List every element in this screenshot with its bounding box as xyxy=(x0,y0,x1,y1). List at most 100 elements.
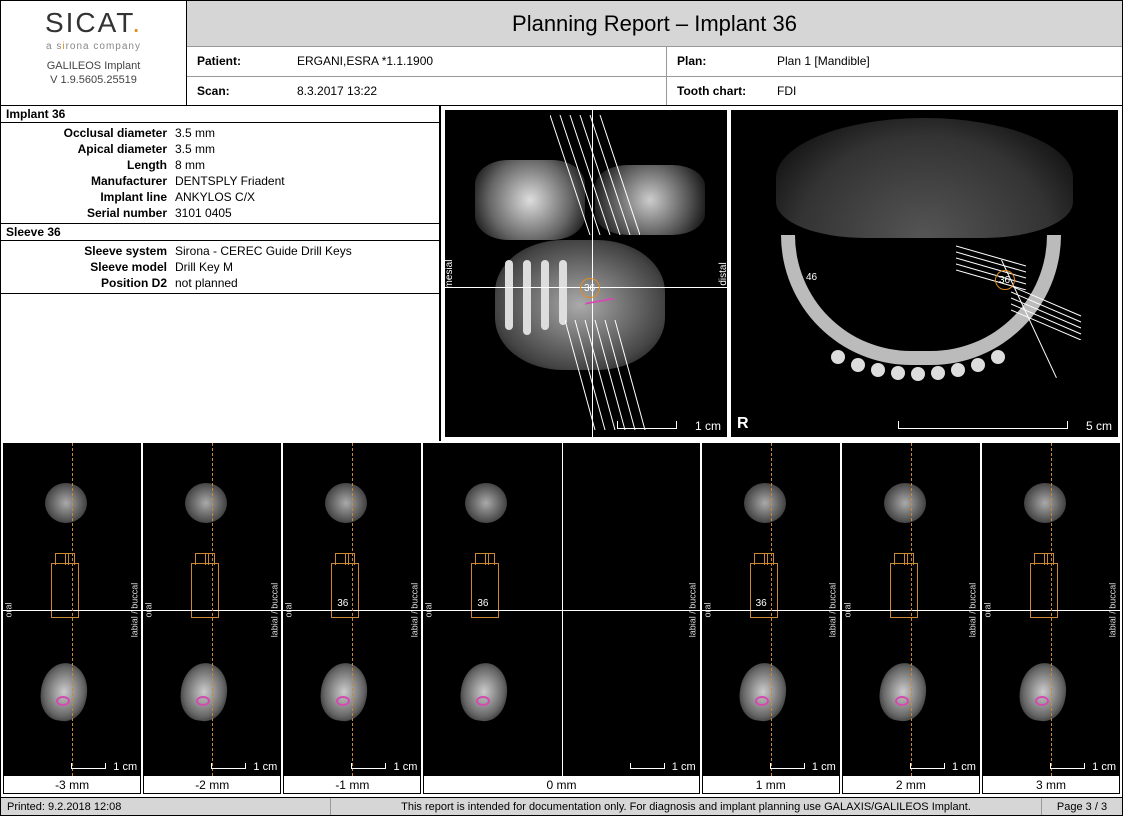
spec-key: Serial number xyxy=(1,205,171,221)
plan-label: Plan: xyxy=(677,54,777,68)
spec-val: ANKYLOS C/X xyxy=(171,189,439,205)
slice-oral-label: oral xyxy=(982,602,992,617)
implant-section: Implant 36 Occlusal diameter3.5 mmApical… xyxy=(1,106,439,224)
slice-panel: orallabial / buccal1 cm xyxy=(842,443,980,776)
slice-scale: 1 cm xyxy=(253,761,277,773)
ct1-mesial-label: mesial xyxy=(445,259,455,288)
sleeve-section: Sleeve 36 Sleeve systemSirona - CEREC Gu… xyxy=(1,224,439,294)
slice-buccal-label: labial / buccal xyxy=(968,582,978,637)
spec-key: Position D2 xyxy=(1,275,171,291)
patient-row: Patient: ERGANI,ESRA *1.1.1900 xyxy=(187,47,666,77)
slice-position-label: 3 mm xyxy=(982,776,1120,794)
slice-position-label: 0 mm xyxy=(423,776,699,794)
spec-val: 3.5 mm xyxy=(171,125,439,141)
slice-implant-label: 36 xyxy=(337,598,348,609)
spec-row: Apical diameter3.5 mm xyxy=(1,141,439,157)
slice-column: oral labial / buccal 1 cm -2 mm xyxy=(143,443,281,794)
slice-column: oral labial / buccal 1 cm -3 mm xyxy=(3,443,141,794)
spec-key: Manufacturer xyxy=(1,173,171,189)
report-footer: Printed: 9.2.2018 12:08 This report is i… xyxy=(1,797,1122,815)
slice-position-label: -1 mm xyxy=(283,776,421,794)
spec-val: DENTSPLY Friadent xyxy=(171,173,439,189)
slice-implant-label: 36 xyxy=(477,598,488,609)
spec-row: Serial number3101 0405 xyxy=(1,205,439,221)
patient-value: ERGANI,ESRA *1.1.1900 xyxy=(297,54,433,68)
spec-val: Sirona - CEREC Guide Drill Keys xyxy=(171,243,439,259)
ct2-marker-36: 36 xyxy=(999,275,1010,286)
slice-scale: 1 cm xyxy=(394,761,418,773)
scan-row: Scan: 8.3.2017 13:22 xyxy=(187,77,666,106)
spec-val: 8 mm xyxy=(171,157,439,173)
slice-buccal-label: labial / buccal xyxy=(269,582,279,637)
ct2-r-marker: R xyxy=(737,415,749,433)
slice-oral-label: oral xyxy=(424,602,434,617)
spec-val: 3.5 mm xyxy=(171,141,439,157)
spec-row: Occlusal diameter3.5 mm xyxy=(1,125,439,141)
spec-key: Apical diameter xyxy=(1,141,171,157)
scan-value: 8.3.2017 13:22 xyxy=(297,84,377,98)
slice-position-label: -3 mm xyxy=(3,776,141,794)
plan-row: Plan: Plan 1 [Mandible] xyxy=(667,47,1122,77)
slice-panel: oral labial / buccal 1 cm xyxy=(143,443,281,776)
spec-key: Sleeve system xyxy=(1,243,171,259)
tooth-row: Tooth chart: FDI xyxy=(667,77,1122,106)
footer-printed: Printed: 9.2.2018 12:08 xyxy=(1,798,331,815)
spec-row: Implant lineANKYLOS C/X xyxy=(1,189,439,205)
slice-buccal-label: labial / buccal xyxy=(129,582,139,637)
sleeve-section-title: Sleeve 36 xyxy=(1,224,439,241)
spec-key: Implant line xyxy=(1,189,171,205)
report-header: SICAT. a sirona company GALILEOS Implant… xyxy=(1,1,1122,106)
implant-section-title: Implant 36 xyxy=(1,106,439,123)
ct1-distal-label: distal xyxy=(718,262,727,285)
slice-position-label: -2 mm xyxy=(143,776,281,794)
slice-panel: oral labial / buccal 1 cm xyxy=(3,443,141,776)
slice-panel: 36 oral labial / buccal 1 cm xyxy=(283,443,421,776)
slice-column: 36 oral labial / buccal 1 cm -1 mm xyxy=(283,443,421,794)
slice-scale: 1 cm xyxy=(672,761,696,773)
slice-panel: 36orallabial / buccal1 cm xyxy=(423,443,699,776)
app-version: V 1.9.5605.25519 xyxy=(50,74,137,86)
brand-subtitle: a sirona company xyxy=(46,41,141,52)
ct1-scale: 1 cm xyxy=(695,419,721,433)
slice-position-label: 1 mm xyxy=(702,776,840,794)
slice-scale: 1 cm xyxy=(812,761,836,773)
spec-row: Sleeve modelDrill Key M xyxy=(1,259,439,275)
spec-row: ManufacturerDENTSPLY Friadent xyxy=(1,173,439,189)
slice-scale: 1 cm xyxy=(113,761,137,773)
slice-buccal-label: labial / buccal xyxy=(409,582,419,637)
slice-panel: 36orallabial / buccal1 cm xyxy=(702,443,840,776)
ct1-implant-label: 36 xyxy=(584,283,595,294)
ct-cross-section-view: 36 mesial distal 1 cm xyxy=(445,110,727,437)
spec-row: Position D2not planned xyxy=(1,275,439,291)
spec-key: Length xyxy=(1,157,171,173)
spec-val: not planned xyxy=(171,275,439,291)
slice-column: 36orallabial / buccal1 cm0 mm xyxy=(423,443,699,794)
slice-column: orallabial / buccal1 cm3 mm xyxy=(982,443,1120,794)
footer-page: Page 3 / 3 xyxy=(1042,801,1122,813)
slice-implant-label: 36 xyxy=(756,598,767,609)
slice-column: 36orallabial / buccal1 cm1 mm xyxy=(702,443,840,794)
slice-oral-label: oral xyxy=(144,602,154,617)
tooth-value: FDI xyxy=(777,84,796,98)
spec-panel: Implant 36 Occlusal diameter3.5 mmApical… xyxy=(1,106,441,441)
slice-scale: 1 cm xyxy=(952,761,976,773)
slice-oral-label: oral xyxy=(284,602,294,617)
slice-position-label: 2 mm xyxy=(842,776,980,794)
slice-buccal-label: labial / buccal xyxy=(827,582,837,637)
main-area: Implant 36 Occlusal diameter3.5 mmApical… xyxy=(1,106,1122,441)
tooth-label: Tooth chart: xyxy=(677,84,777,98)
spec-key: Occlusal diameter xyxy=(1,125,171,141)
slice-oral-label: oral xyxy=(4,602,14,617)
spec-row: Length8 mm xyxy=(1,157,439,173)
spec-val: Drill Key M xyxy=(171,259,439,275)
app-name: GALILEOS Implant xyxy=(47,60,141,72)
ct2-marker-46: 46 xyxy=(806,272,817,283)
brand-logo: SICAT. xyxy=(45,7,142,39)
ct2-scale: 5 cm xyxy=(1086,419,1112,433)
plan-value: Plan 1 [Mandible] xyxy=(777,54,870,68)
spec-row: Sleeve systemSirona - CEREC Guide Drill … xyxy=(1,243,439,259)
slice-buccal-label: labial / buccal xyxy=(1108,582,1118,637)
slice-panel: orallabial / buccal1 cm xyxy=(982,443,1120,776)
spec-val: 3101 0405 xyxy=(171,205,439,221)
slice-column: orallabial / buccal1 cm2 mm xyxy=(842,443,980,794)
